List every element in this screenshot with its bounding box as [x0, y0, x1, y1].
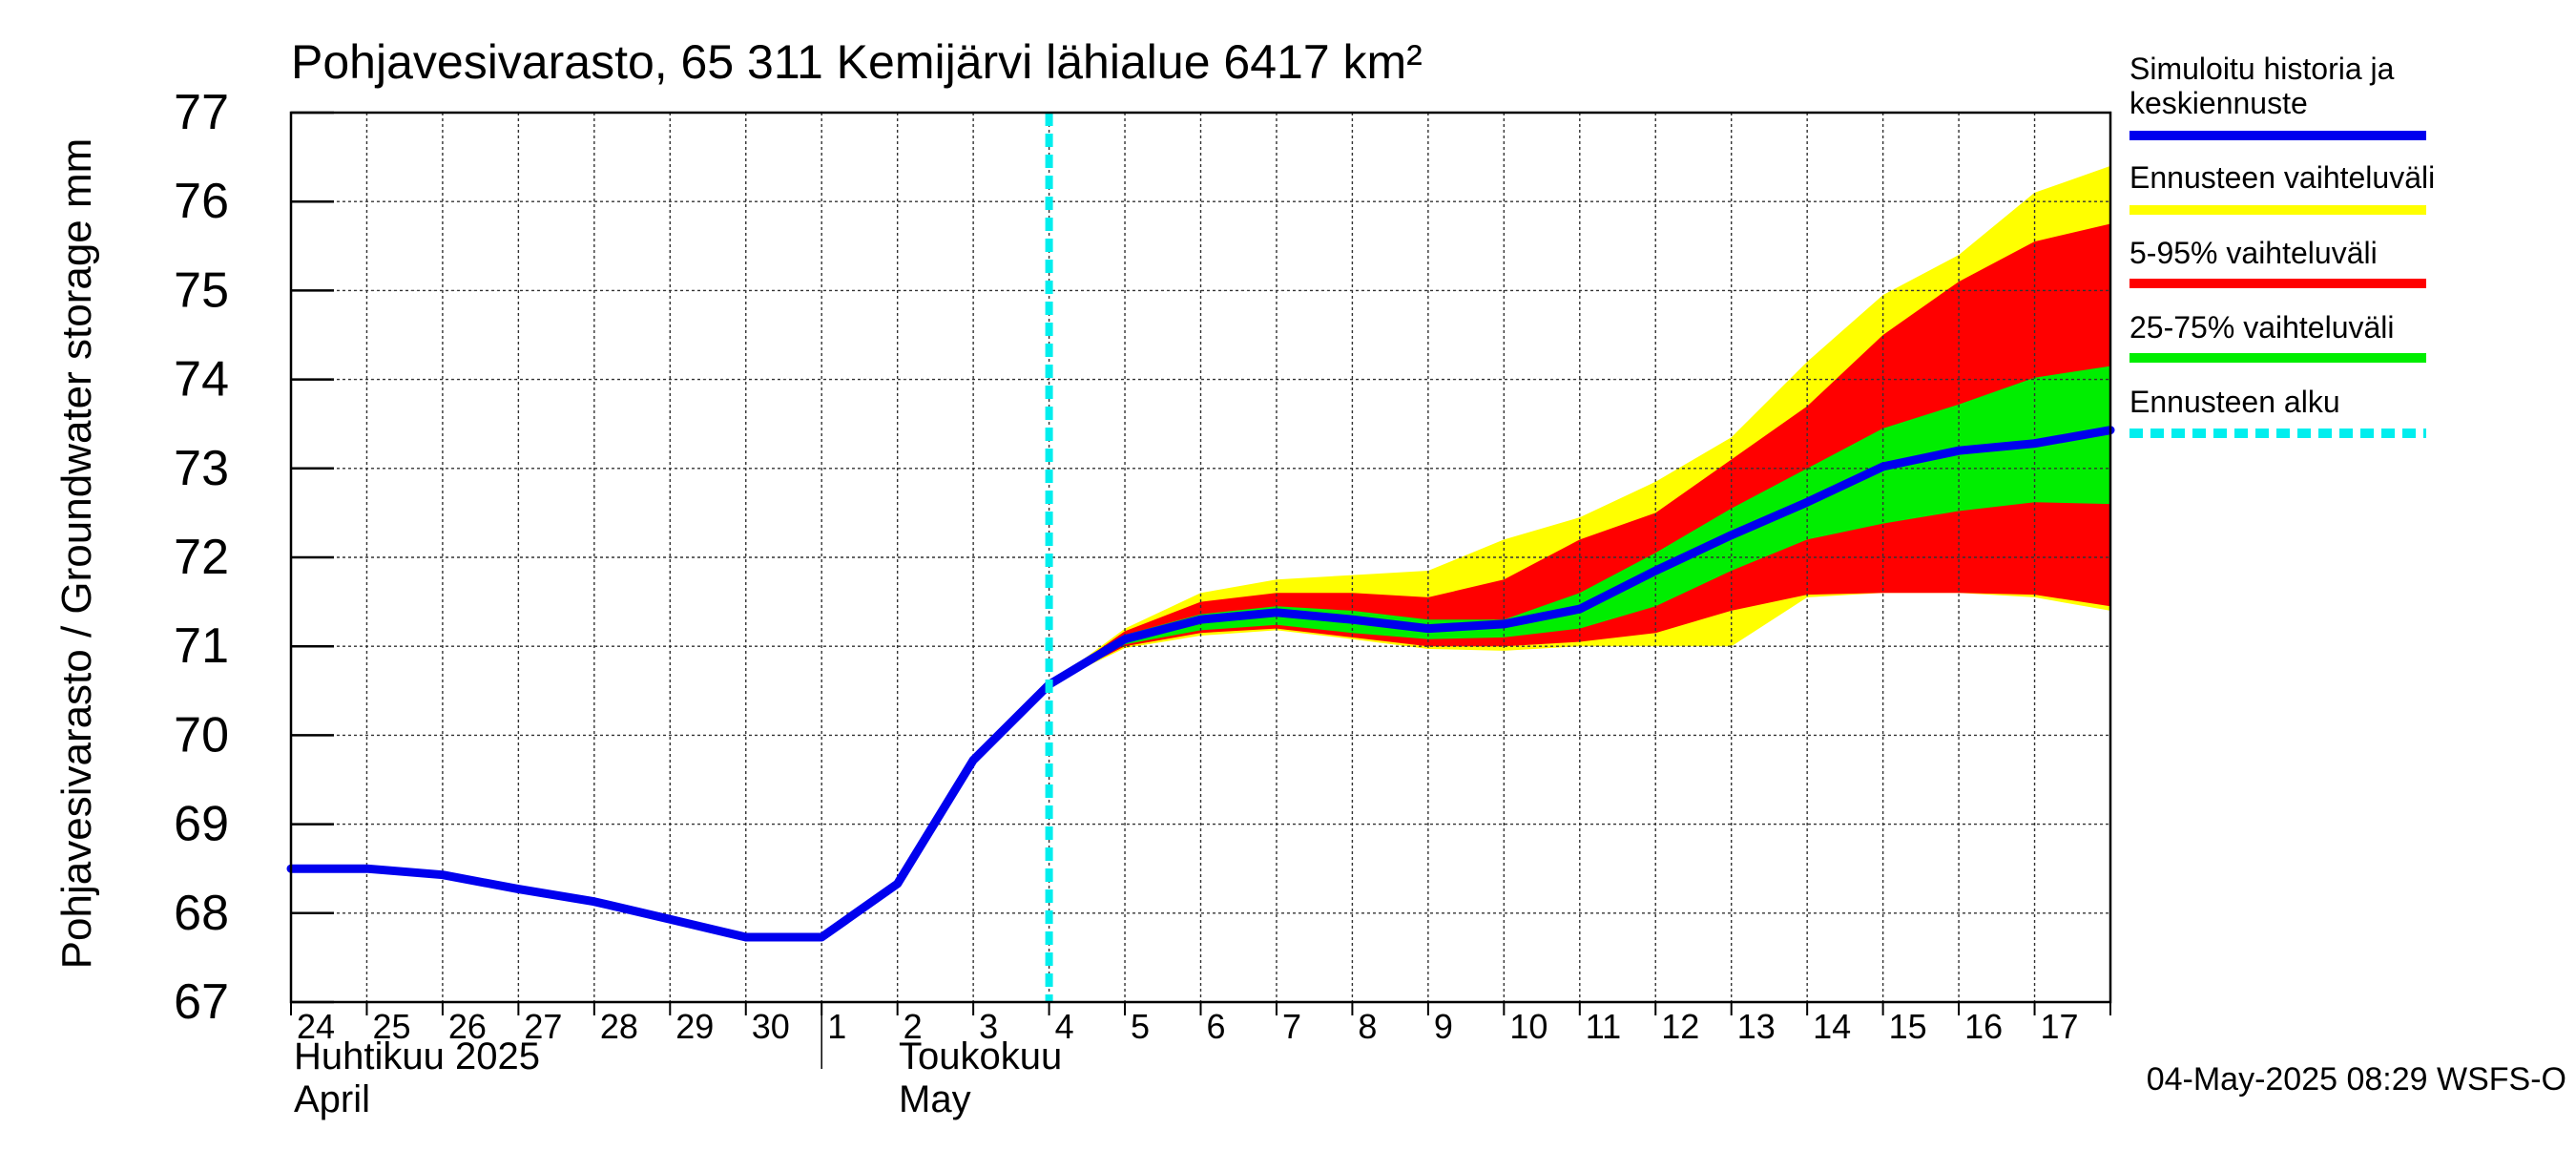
- y-tick-label: 75: [174, 262, 229, 318]
- x-tick-label: 11: [1586, 1007, 1621, 1046]
- x-tick-label: 29: [675, 1007, 714, 1046]
- legend-entry: Ennusteen vaihteluväli: [2129, 160, 2435, 215]
- y-tick-label: 71: [174, 618, 229, 674]
- x-tick-label: 2: [904, 1007, 923, 1046]
- forecast-bands: [1049, 165, 2110, 685]
- x-tick-label: 4: [1055, 1007, 1074, 1046]
- month-label-may-en: May: [899, 1078, 971, 1120]
- x-tick-label: 13: [1737, 1007, 1776, 1046]
- x-tick-label: 6: [1207, 1007, 1226, 1046]
- legend-entry: Ennusteen alku: [2129, 385, 2426, 438]
- legend-label: keskiennuste: [2129, 86, 2308, 120]
- y-tick-label: 74: [174, 352, 229, 408]
- y-axis-label: Pohjavesivarasto / Groundwater storage m…: [53, 138, 100, 970]
- x-tick-label: 30: [752, 1007, 790, 1046]
- x-tick-label: 14: [1813, 1007, 1851, 1046]
- footer-timestamp: 04-May-2025 08:29 WSFS-O: [2147, 1061, 2566, 1098]
- chart-title: Pohjavesivarasto, 65 311 Kemijärvi lähia…: [291, 35, 1423, 89]
- x-tick-label: 1: [827, 1007, 846, 1046]
- x-tick-label: 26: [448, 1007, 487, 1046]
- y-tick-label: 76: [174, 174, 229, 229]
- y-tick-label: 68: [174, 886, 229, 941]
- y-tick-labels: 67 68 69 70 71 72 73 74 75 76 77: [174, 85, 229, 1030]
- legend-entry: 5-95% vaihteluväli: [2129, 236, 2426, 288]
- legend-label: 25-75% vaihteluväli: [2129, 310, 2395, 345]
- band-5-95: [1049, 223, 2110, 685]
- month-label-april-fi: Huhtikuu 2025: [294, 1035, 540, 1077]
- series-line-mean: [286, 426, 2115, 942]
- x-tick-label: 25: [372, 1007, 410, 1046]
- x-tick-label: 9: [1434, 1007, 1453, 1046]
- plot-frame: [289, 111, 2112, 1069]
- series-lines: [286, 113, 2115, 1002]
- x-tick-label: 24: [297, 1007, 335, 1046]
- x-tick-labels: 24 25 26 27 28 29 30 1 2 3 4 5 6 7 8 9 10 11 12 13 14 15 16 17: [297, 1007, 2079, 1046]
- y-tick-label: 72: [174, 530, 229, 585]
- month-label-may-fi: Toukokuu: [899, 1035, 1062, 1077]
- y-tick-label: 69: [174, 797, 229, 852]
- band-25-75: [1049, 366, 2110, 685]
- x-tick-label: 27: [524, 1007, 562, 1046]
- x-tick-label: 7: [1282, 1007, 1301, 1046]
- x-tick-label: 28: [600, 1007, 638, 1046]
- x-tick-label: 10: [1509, 1007, 1548, 1046]
- month-label-april-en: April: [294, 1078, 370, 1120]
- y-tick-label: 77: [174, 85, 229, 140]
- x-tick-label: 8: [1358, 1007, 1377, 1046]
- legend-label: Ennusteen alku: [2129, 385, 2340, 419]
- x-tick-label: 3: [979, 1007, 998, 1046]
- x-tick-label: 5: [1131, 1007, 1150, 1046]
- x-tick-label: 17: [2041, 1007, 2079, 1046]
- y-tick-label: 73: [174, 441, 229, 496]
- x-tick-label: 12: [1661, 1007, 1699, 1046]
- x-tick-label: 16: [1964, 1007, 2003, 1046]
- legend-entry: 25-75% vaihteluväli: [2129, 310, 2426, 363]
- y-tick-label: 67: [174, 974, 229, 1030]
- y-tick-label: 70: [174, 707, 229, 763]
- legend-label: 5-95% vaihteluväli: [2129, 236, 2378, 270]
- x-tick-label: 15: [1889, 1007, 1927, 1046]
- legend-label: Ennusteen vaihteluväli: [2129, 160, 2435, 195]
- legend-label: Simuloitu historia ja: [2129, 52, 2395, 86]
- grid: [291, 113, 2110, 1002]
